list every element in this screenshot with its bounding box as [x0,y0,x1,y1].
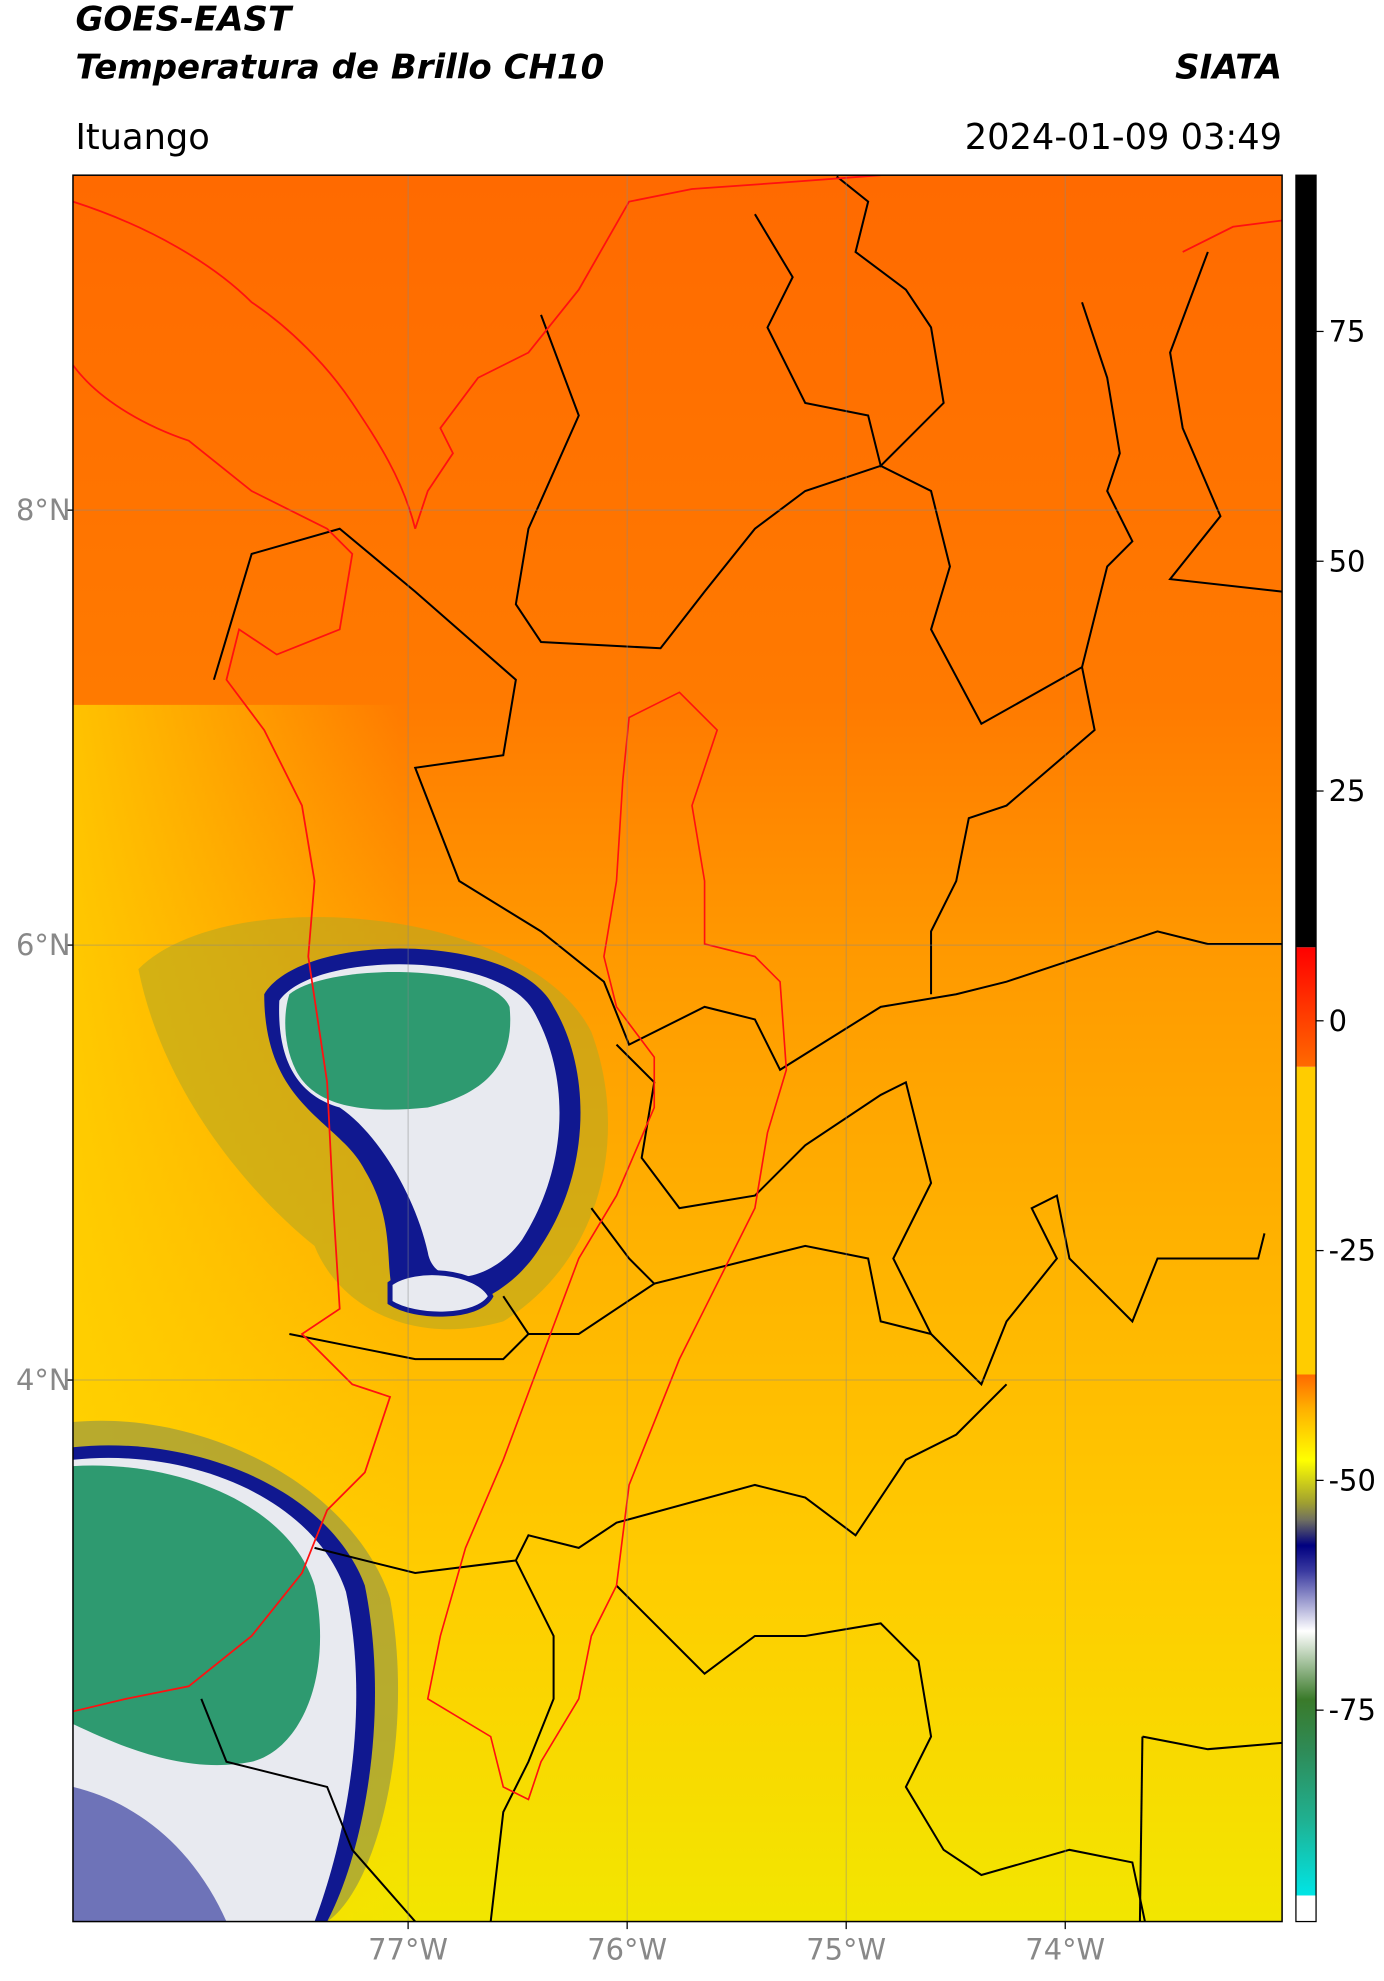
subtitle: Temperatura de Brillo CH10 [75,47,604,87]
x-tick-label: 74°W [1025,1932,1105,1966]
x-tick-label: 76°W [587,1932,667,1966]
coastline [72,175,1283,1713]
storm-north [138,916,609,1330]
colorbar-tick-label: 0 [1329,1004,1347,1038]
colorbar-tick-label: -75 [1329,1693,1376,1727]
colorbar-cold [1295,1066,1317,1922]
map-frame [72,174,1283,1923]
grid [72,175,1283,1922]
timestamp: 2024-01-09 03:49 [965,117,1282,158]
x-tick-label: 77°W [368,1932,448,1966]
storm-south [72,1420,399,1922]
colorbar-tick-label: -25 [1329,1234,1376,1268]
colorbar-hot [1295,175,1317,948]
y-tick-label: 8°N [16,493,71,527]
region-outline [426,691,788,1801]
y-tick-label: 4°N [16,1363,71,1397]
axis-ticks: 77°W 76°W 75°W 74°W 4°N 6°N 8°N [16,493,1105,1966]
map-image [72,175,1283,1922]
colorbar-tick-label: 25 [1329,774,1366,808]
source: SIATA [1175,47,1282,87]
colorbar: -75 -50 -25 0 25 50 75 [1295,174,1376,1923]
colorbar-tick-label: -50 [1329,1463,1376,1497]
location: Ituango [75,117,209,158]
admin-borders [200,175,1283,1922]
x-tick-label: 75°W [806,1932,886,1966]
y-tick-label: 6°N [16,928,71,962]
title: GOES-EAST [75,0,293,40]
colorbar-tick-label: 75 [1329,315,1366,349]
colorbar-frame [1295,174,1317,1923]
colorbar-tick-label: 50 [1329,544,1366,578]
colorbar-warm [1295,947,1317,1067]
